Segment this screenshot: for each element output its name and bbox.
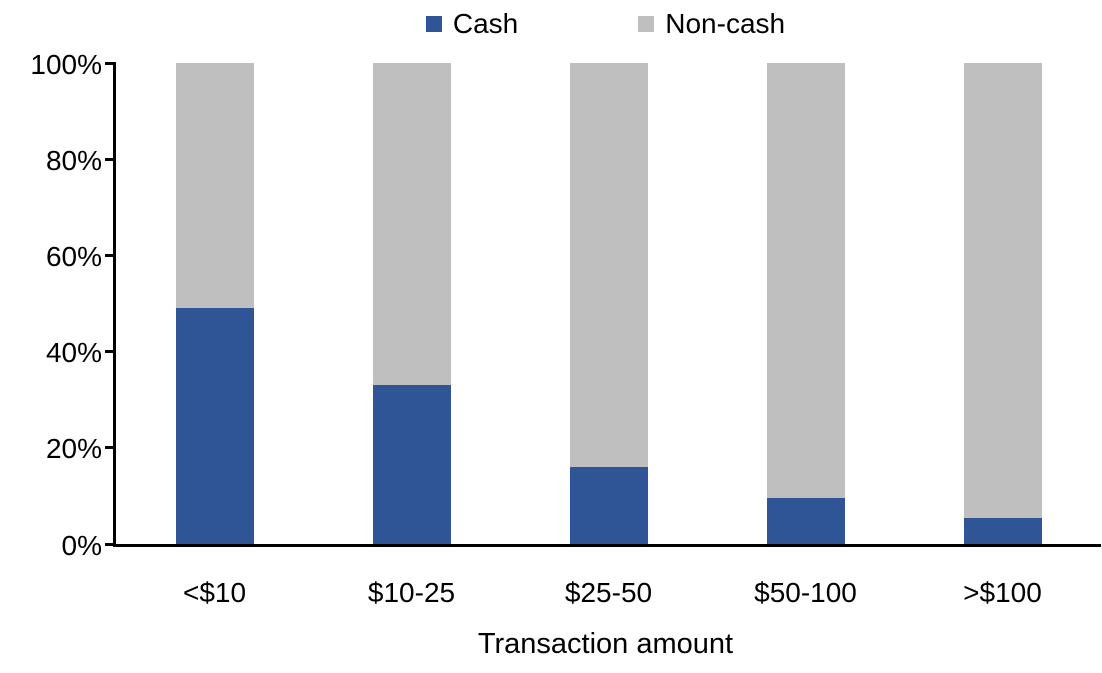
noncash-segment (569, 63, 648, 468)
bar-group: >$100 (904, 63, 1101, 608)
x-tick-label: $10-25 (367, 577, 456, 608)
y-tick-label: 80% (45, 144, 102, 176)
y-tick-label: 40% (45, 337, 102, 369)
legend-item-noncash: Non-cash (638, 8, 785, 40)
x-tick-label: $50-100 (754, 577, 857, 608)
y-tick-label: 100% (30, 48, 102, 80)
cash-legend-swatch-icon (425, 16, 442, 32)
stacked-bar (372, 63, 451, 544)
stacked-bar (963, 63, 1042, 544)
x-axis-title: Transaction amount (477, 628, 734, 660)
y-tick-label: 20% (45, 433, 102, 465)
y-axis-tick (105, 157, 116, 161)
y-axis-tick (105, 253, 116, 257)
noncash-legend-label: Non-cash (665, 8, 786, 39)
cash-segment (569, 467, 648, 544)
y-axis-tick (105, 61, 116, 65)
x-tick-label: $25-50 (564, 577, 653, 608)
bar-group: <$10 (116, 63, 313, 608)
stacked-bar (175, 63, 254, 544)
cash-segment (372, 385, 451, 544)
y-axis-tick (105, 542, 116, 546)
legend-item-cash: Cash (425, 8, 519, 40)
bar-group: $10-25 (313, 63, 510, 608)
cash-segment (963, 517, 1042, 544)
y-tick-label: 0% (61, 529, 102, 561)
x-tick-label: <$10 (182, 577, 247, 608)
stacked-bar (569, 63, 648, 544)
bar-group: $50-100 (707, 63, 904, 608)
y-axis-tick (105, 446, 116, 450)
y-axis-tick (105, 350, 116, 354)
stacked-bar (766, 63, 845, 544)
cash-legend-label: Cash (452, 8, 519, 39)
noncash-legend-swatch-icon (638, 16, 655, 32)
cash-segment (175, 308, 254, 544)
noncash-segment (963, 63, 1042, 518)
bar-group: $25-50 (510, 63, 707, 608)
noncash-segment (175, 63, 254, 309)
chart-legend: Cash Non-cash (113, 8, 1098, 40)
cash-segment (766, 498, 845, 544)
noncash-segment (766, 63, 845, 499)
y-tick-label: 60% (45, 240, 102, 272)
x-tick-label: >$100 (963, 577, 1042, 608)
noncash-segment (372, 63, 451, 386)
plot-area: 0% 20% 40% 60% 80% 100% <$10 $10-25 $25-50 $50-10… (30, 49, 1101, 608)
